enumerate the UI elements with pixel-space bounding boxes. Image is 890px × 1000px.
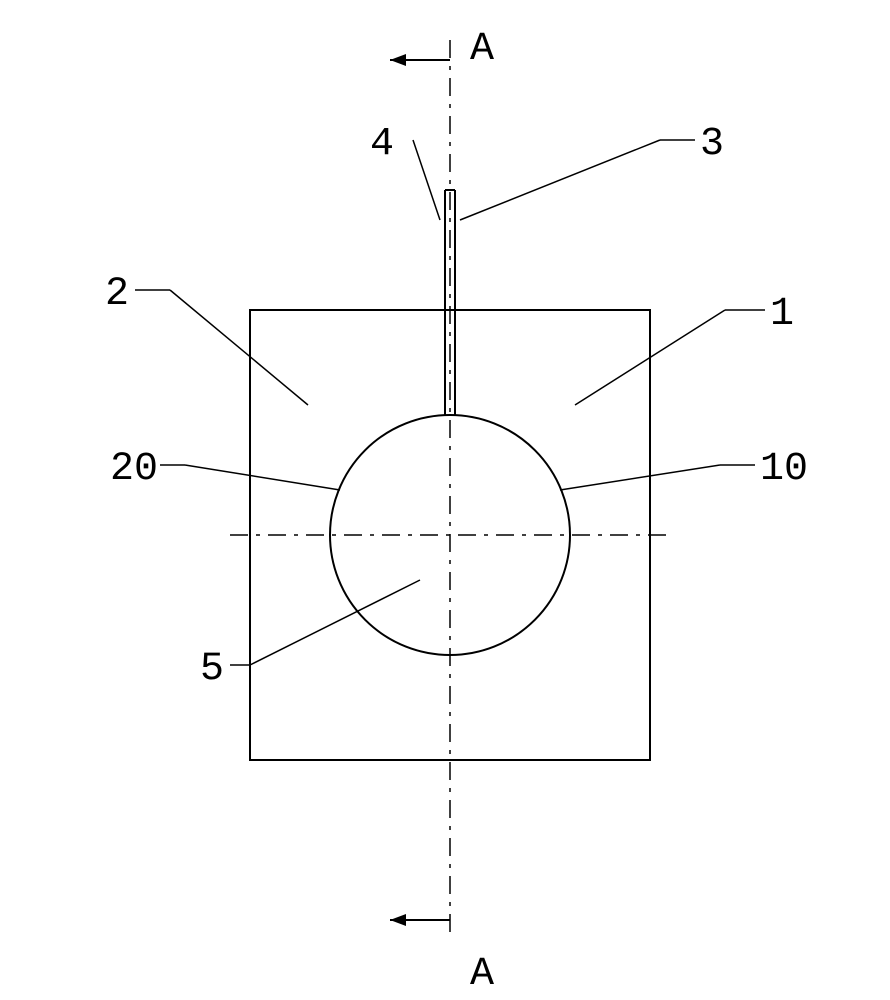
callout-label-1: 1 xyxy=(770,295,794,335)
callout-label-20: 20 xyxy=(110,450,158,490)
callout-label-2: 2 xyxy=(105,275,129,315)
callout-label-3: 3 xyxy=(700,125,724,165)
callout-label-4: 4 xyxy=(370,125,394,165)
callout-label-5: 5 xyxy=(200,650,224,690)
diagram-stage: A A 1 2 3 4 5 10 20 xyxy=(0,0,890,1000)
section-label-a-top: A xyxy=(470,30,494,70)
section-label-a-bottom: A xyxy=(470,955,494,995)
callout-label-10: 10 xyxy=(760,450,808,490)
diagram-svg xyxy=(0,0,890,1000)
